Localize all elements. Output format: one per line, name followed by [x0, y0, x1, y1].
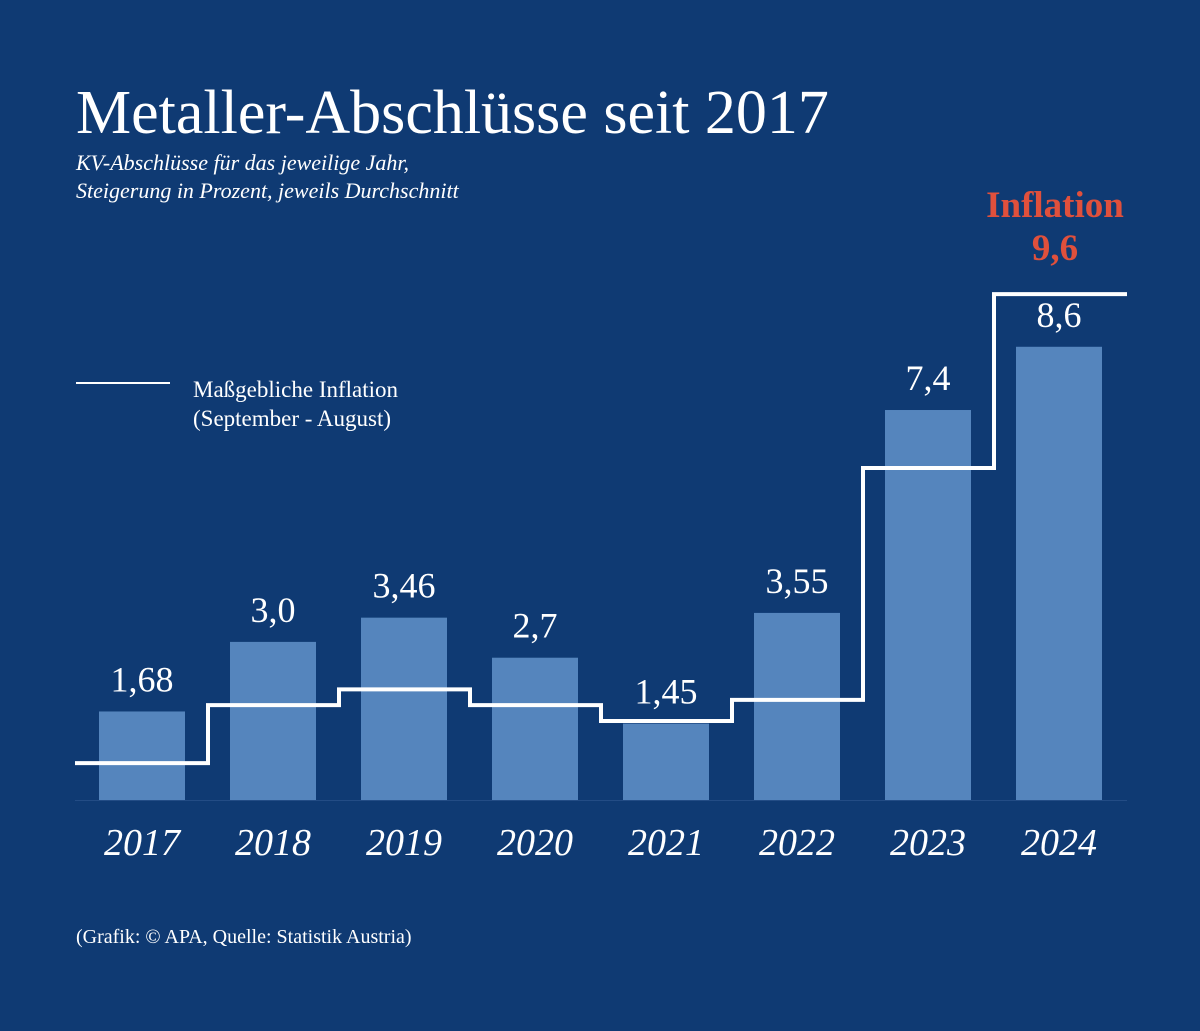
source-note: (Grafik: © APA, Quelle: Statistik Austri… — [76, 926, 412, 948]
data-label-2020: 2,7 — [513, 606, 558, 646]
inflation-step-line — [75, 292, 1127, 766]
bar-2018 — [230, 641, 316, 800]
legend-label-line-2: (September - August) — [193, 406, 391, 431]
bar-2020 — [492, 657, 578, 800]
inflation-annotation-label: Inflation — [986, 185, 1124, 226]
data-label-2018: 3,0 — [251, 590, 296, 630]
data-label-2019: 3,46 — [373, 566, 436, 606]
bar-2021 — [623, 723, 709, 800]
legend-label-line-1: Maßgebliche Inflation — [193, 377, 399, 402]
bar-2019 — [361, 617, 447, 800]
x-tick-label-2017: 2017 — [104, 822, 182, 864]
bar-2022 — [754, 612, 840, 800]
inflation-annotation-value: 9,6 — [1032, 228, 1078, 269]
x-tick-label-2018: 2018 — [235, 822, 311, 864]
chart-title: Metaller-Abschlüsse seit 2017 — [76, 79, 829, 147]
x-tick-label-2019: 2019 — [366, 822, 442, 864]
bar-2024 — [1016, 346, 1102, 800]
data-label-2024: 8,6 — [1037, 295, 1082, 335]
x-tick-label-2024: 2024 — [1021, 822, 1097, 864]
data-label-2023: 7,4 — [906, 358, 951, 398]
x-tick-label-2020: 2020 — [497, 822, 573, 864]
data-label-2021: 1,45 — [635, 672, 698, 712]
chart-subtitle-line-1: KV-Abschlüsse für das jeweilige Jahr, — [75, 150, 409, 175]
x-tick-label-2021: 2021 — [628, 822, 704, 864]
bar-2017 — [99, 711, 185, 800]
data-label-2017: 1,68 — [111, 659, 174, 699]
chart-subtitle-line-2: Steigerung in Prozent, jeweils Durchschn… — [76, 178, 460, 203]
x-tick-label-2022: 2022 — [759, 822, 835, 864]
bar-2023 — [885, 410, 971, 800]
x-tick-label-2023: 2023 — [890, 822, 966, 864]
data-label-2022: 3,55 — [766, 561, 829, 601]
